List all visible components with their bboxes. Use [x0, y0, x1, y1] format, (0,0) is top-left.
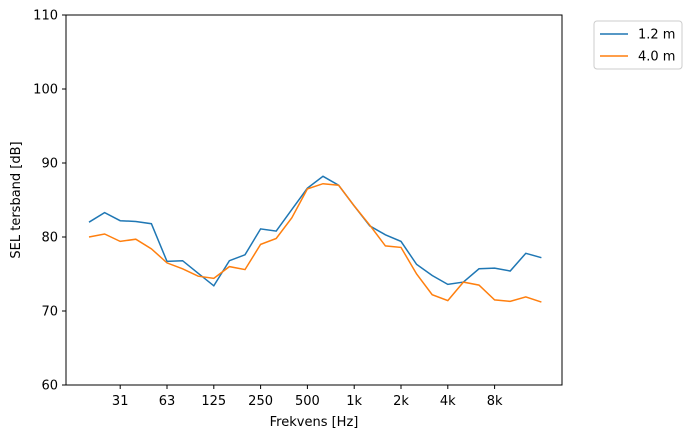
x-tick-label: 2k [393, 394, 409, 409]
x-axis-label: Frekvens [Hz] [270, 415, 359, 430]
y-tick-label: 110 [33, 9, 58, 24]
x-tick-label: 63 [159, 394, 176, 409]
y-tick-label: 70 [41, 305, 58, 320]
x-tick-label: 500 [295, 394, 320, 409]
x-tick-label: 250 [248, 394, 273, 409]
x-tick-label: 31 [112, 394, 129, 409]
x-tick-label: 125 [201, 394, 226, 409]
y-tick-label: 80 [41, 231, 58, 246]
y-tick-label: 90 [41, 157, 58, 172]
x-tick-label: 8k [487, 394, 503, 409]
legend-frame [593, 20, 683, 70]
y-tick-label: 100 [33, 83, 58, 98]
y-tick-label: 60 [41, 379, 58, 394]
legend-label: 4.0 m [638, 50, 675, 65]
legend-label: 1.2 m [638, 28, 675, 43]
x-tick-label: 1k [346, 394, 362, 409]
plot-frame [65, 14, 563, 386]
y-axis-label: SEL tersband [dB] [9, 141, 24, 258]
x-tick-label: 4k [440, 394, 456, 409]
series-line-1 [88, 182, 542, 303]
series-line-0 [88, 175, 542, 287]
legend: 1.2 m 4.0 m [593, 20, 683, 70]
